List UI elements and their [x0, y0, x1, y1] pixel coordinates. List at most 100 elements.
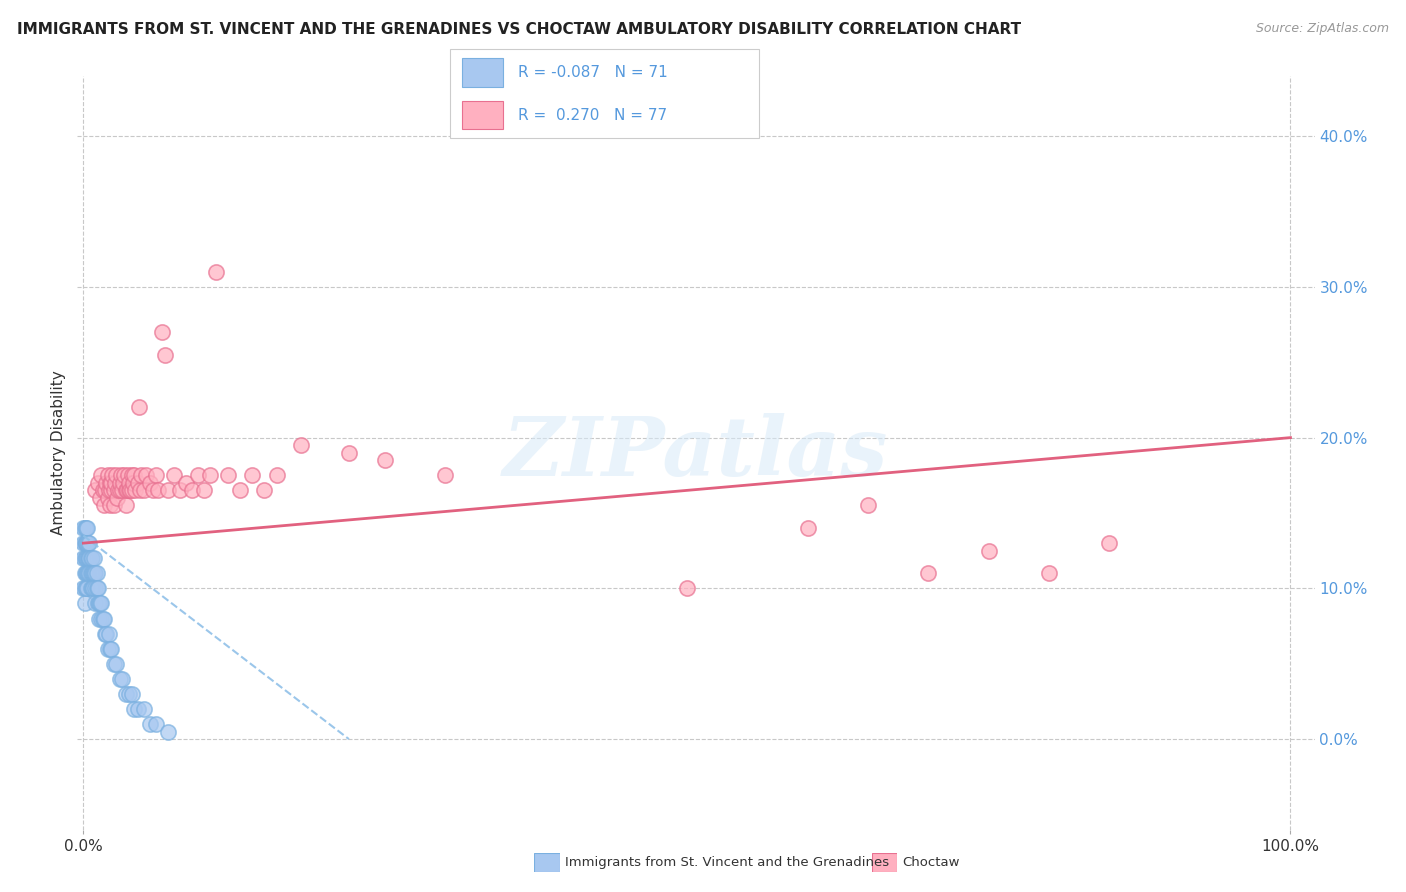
Point — [77, 551, 100, 566]
Point — [917, 566, 939, 581]
Point — [76, 582, 98, 596]
Point — [79, 551, 101, 566]
Point — [89, 491, 111, 505]
Point — [124, 483, 146, 498]
Point — [82, 566, 104, 581]
Point — [94, 483, 117, 498]
FancyBboxPatch shape — [534, 853, 560, 872]
Point — [103, 499, 125, 513]
Y-axis label: Ambulatory Disability: Ambulatory Disability — [51, 370, 66, 535]
Point — [75, 521, 97, 535]
Point — [121, 468, 143, 483]
Point — [79, 566, 101, 581]
Point — [96, 475, 118, 490]
Point — [198, 468, 221, 483]
Point — [90, 468, 112, 483]
Point — [676, 582, 699, 596]
Point — [104, 657, 127, 671]
Point — [87, 475, 110, 490]
Point — [80, 551, 103, 566]
Point — [977, 543, 1000, 558]
Point — [105, 491, 128, 505]
Point — [91, 611, 114, 625]
Point — [118, 475, 141, 490]
Point — [163, 468, 186, 483]
Point — [77, 536, 100, 550]
Point — [79, 566, 101, 581]
Point — [84, 596, 107, 610]
Point — [139, 717, 162, 731]
Point — [96, 468, 118, 483]
Point — [240, 468, 263, 483]
Point — [94, 626, 117, 640]
Point — [87, 611, 110, 625]
Point — [122, 702, 145, 716]
Text: ZIPatlas: ZIPatlas — [503, 413, 889, 492]
Point — [98, 641, 121, 656]
Point — [115, 483, 138, 498]
Point — [72, 521, 94, 535]
Point — [1098, 536, 1121, 550]
Point — [104, 475, 127, 490]
Point — [84, 566, 107, 581]
Point — [79, 551, 101, 566]
Point — [98, 475, 121, 490]
Point — [114, 483, 136, 498]
FancyBboxPatch shape — [463, 101, 502, 129]
Point — [155, 348, 177, 362]
Point — [174, 475, 197, 490]
Point — [84, 483, 107, 498]
Point — [96, 491, 118, 505]
Point — [205, 265, 228, 279]
Point — [374, 453, 396, 467]
FancyBboxPatch shape — [872, 853, 897, 872]
Point — [76, 551, 98, 566]
Point — [104, 468, 127, 483]
Text: R =  0.270   N = 77: R = 0.270 N = 77 — [517, 108, 666, 122]
Point — [434, 468, 457, 483]
Text: Immigrants from St. Vincent and the Grenadines: Immigrants from St. Vincent and the Gren… — [565, 856, 890, 869]
Point — [90, 611, 112, 625]
Point — [75, 536, 97, 550]
Point — [169, 483, 191, 498]
Point — [76, 566, 98, 581]
Point — [856, 499, 879, 513]
Point — [128, 401, 150, 415]
Point — [100, 475, 122, 490]
Point — [229, 483, 252, 498]
Point — [253, 483, 276, 498]
Text: R = -0.087   N = 71: R = -0.087 N = 71 — [517, 65, 668, 79]
Point — [72, 582, 94, 596]
Point — [145, 468, 167, 483]
Point — [121, 475, 143, 490]
Point — [142, 483, 165, 498]
Point — [80, 566, 103, 581]
Point — [111, 483, 134, 498]
Point — [75, 582, 97, 596]
Point — [1038, 566, 1060, 581]
Point — [181, 483, 204, 498]
Point — [72, 536, 94, 550]
Point — [75, 566, 97, 581]
Point — [118, 687, 141, 701]
Point — [73, 551, 96, 566]
Point — [121, 687, 143, 701]
Point — [135, 468, 157, 483]
Point — [103, 657, 125, 671]
Point — [290, 438, 312, 452]
Point — [139, 475, 162, 490]
Point — [75, 536, 97, 550]
Point — [82, 582, 104, 596]
Point — [114, 687, 136, 701]
Point — [93, 611, 115, 625]
Point — [90, 596, 112, 610]
Point — [187, 468, 209, 483]
Point — [132, 702, 155, 716]
Point — [132, 483, 155, 498]
Point — [156, 724, 179, 739]
Point — [83, 551, 105, 566]
Point — [266, 468, 288, 483]
Point — [148, 483, 170, 498]
Point — [337, 445, 360, 460]
FancyBboxPatch shape — [463, 58, 502, 87]
